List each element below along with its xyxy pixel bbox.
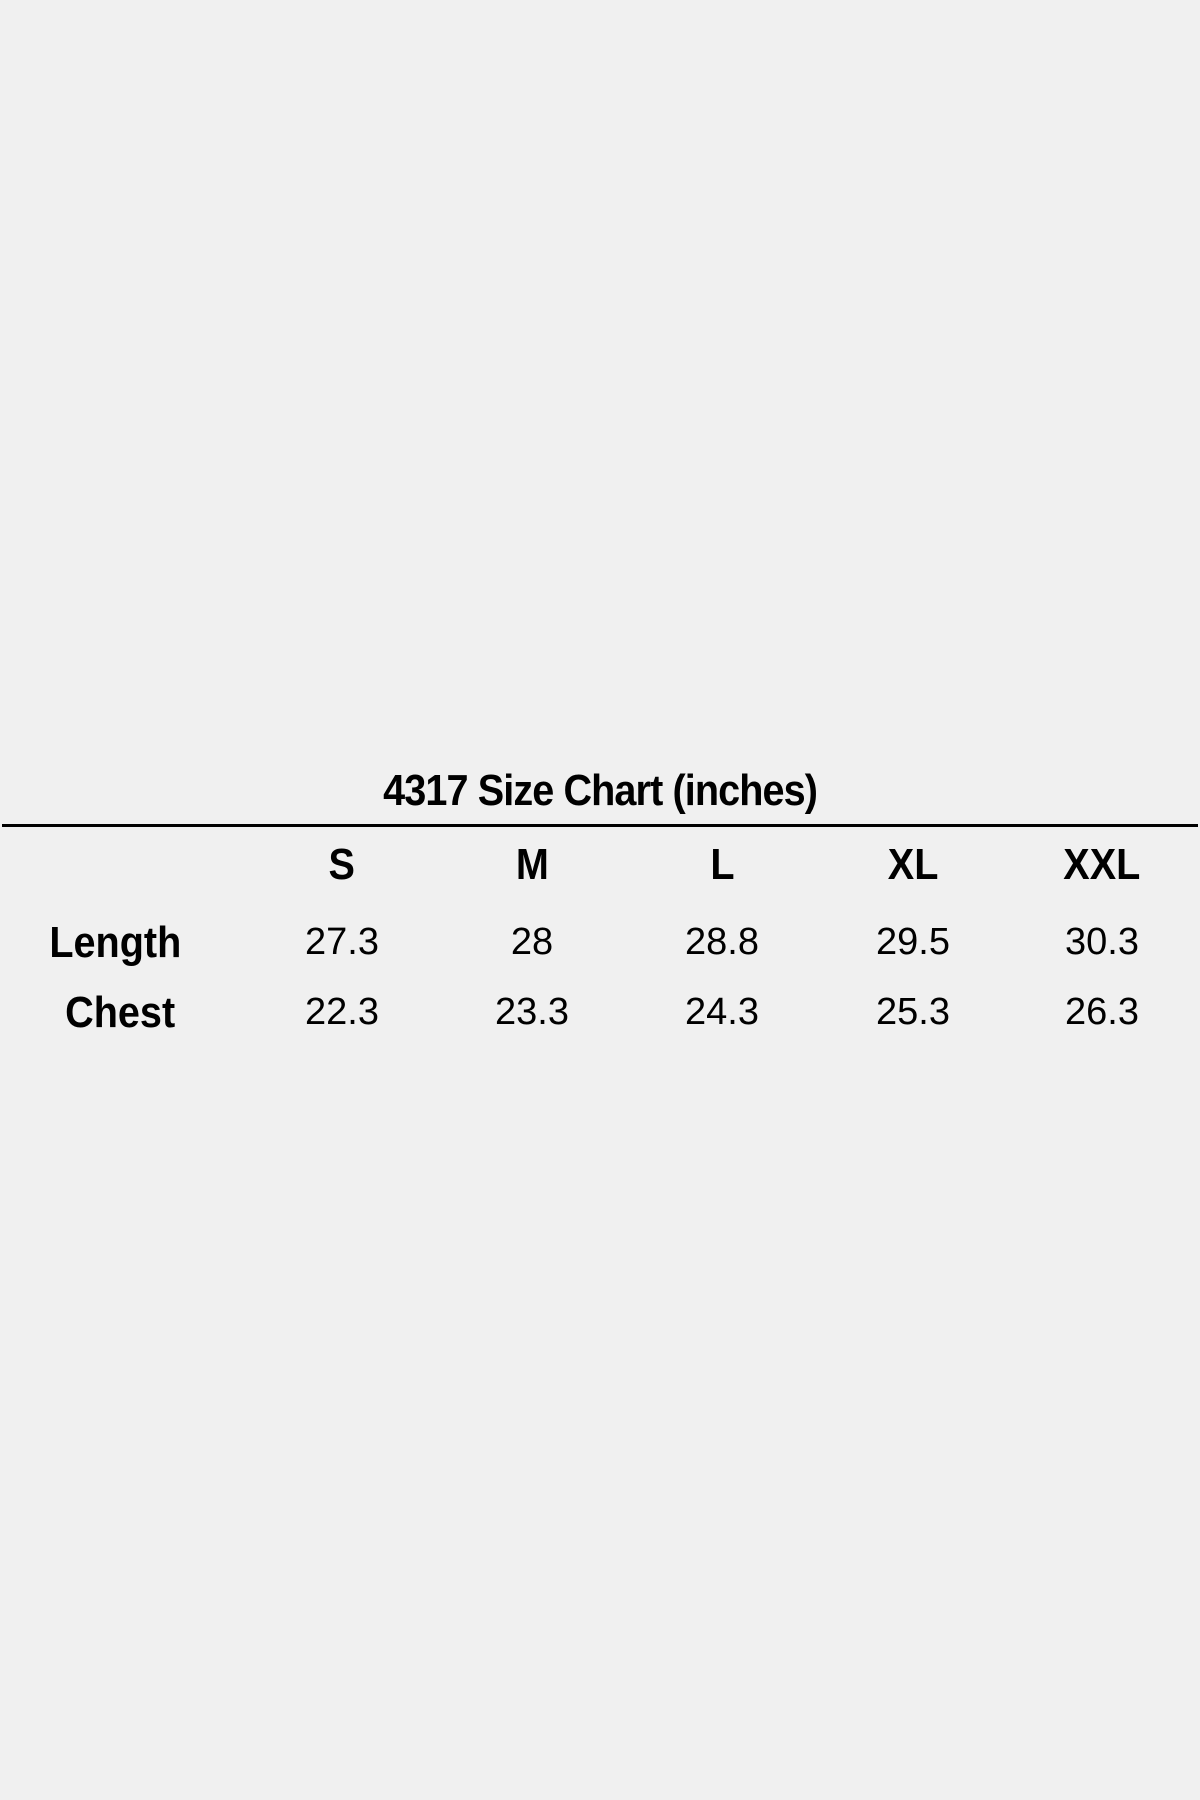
chart-title-text: 4317 Size Chart (inches): [383, 766, 818, 815]
chart-title: 4317 Size Chart (inches): [0, 766, 1200, 816]
table-cell: 23.3: [495, 991, 569, 1033]
table-cell: 29.5: [876, 921, 950, 963]
table-cell: 25.3: [876, 991, 950, 1033]
table-cell: 30.3: [1065, 921, 1139, 963]
table-cell: 28.8: [685, 921, 759, 963]
header-text: XL: [887, 840, 939, 889]
header-text: M: [515, 840, 549, 889]
table-cell: 22.3: [305, 991, 379, 1033]
table-cell: 26.3: [1065, 991, 1139, 1033]
table-cell: 24.3: [685, 991, 759, 1033]
table-cell: 27.3: [305, 921, 379, 963]
header-size-xl: XL: [833, 840, 993, 890]
header-size-s: S: [262, 840, 422, 890]
header-text: S: [328, 840, 356, 889]
row-label-length: Length: [15, 918, 215, 968]
row-label-text: Length: [49, 918, 181, 967]
row-label-chest: Chest: [20, 988, 220, 1038]
header-text: L: [709, 840, 735, 889]
row-label-text: Chest: [64, 988, 176, 1037]
table-cell: 28: [510, 921, 554, 963]
header-text: XXL: [1063, 840, 1141, 889]
header-size-m: M: [452, 840, 612, 890]
header-size-l: L: [642, 840, 802, 890]
header-size-xxl: XXL: [1022, 840, 1182, 890]
title-divider: [2, 824, 1198, 827]
